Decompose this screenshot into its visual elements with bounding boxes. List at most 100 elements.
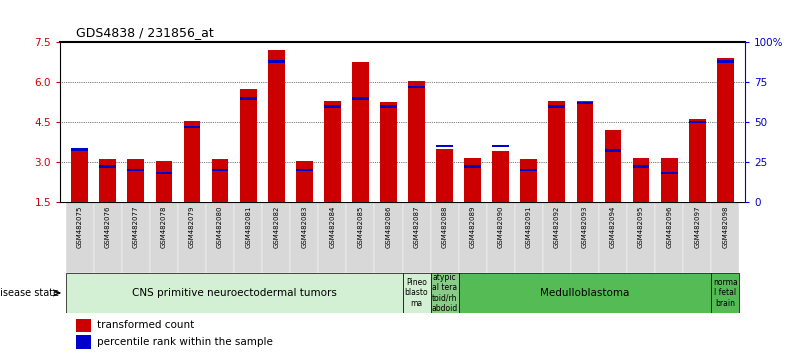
Bar <box>239 89 256 202</box>
Bar <box>661 172 678 175</box>
Bar <box>290 202 318 273</box>
Bar <box>599 202 627 273</box>
Bar <box>380 105 396 108</box>
Bar <box>459 273 711 313</box>
Bar <box>150 202 178 273</box>
Text: GSM482097: GSM482097 <box>694 205 700 248</box>
Text: GSM482079: GSM482079 <box>189 205 195 248</box>
Text: GSM482093: GSM482093 <box>582 205 588 248</box>
Bar <box>521 169 537 171</box>
Bar <box>515 202 543 273</box>
Bar <box>352 97 368 99</box>
Text: GSM482078: GSM482078 <box>161 205 167 248</box>
Text: transformed count: transformed count <box>97 320 194 330</box>
Text: GSM482077: GSM482077 <box>133 205 139 248</box>
Bar <box>318 202 346 273</box>
Bar <box>296 169 312 171</box>
Bar <box>633 158 650 202</box>
Bar <box>689 120 706 202</box>
Text: Pineo
blasto
ma: Pineo blasto ma <box>405 278 429 308</box>
Text: GSM482087: GSM482087 <box>413 205 420 248</box>
Text: GDS4838 / 231856_at: GDS4838 / 231856_at <box>76 26 214 39</box>
Text: GSM482096: GSM482096 <box>666 205 672 248</box>
Bar <box>352 62 368 202</box>
Bar <box>211 159 228 202</box>
Bar <box>155 161 172 202</box>
Text: Medulloblastoma: Medulloblastoma <box>540 288 630 298</box>
Bar <box>549 101 566 202</box>
Bar <box>296 161 312 202</box>
Bar <box>71 152 88 202</box>
Bar <box>717 60 734 63</box>
Bar <box>403 202 431 273</box>
Text: GSM482095: GSM482095 <box>638 205 644 248</box>
Text: GSM482083: GSM482083 <box>301 205 308 248</box>
Bar <box>711 202 739 273</box>
Bar <box>661 158 678 202</box>
Bar <box>76 335 91 349</box>
Bar <box>403 273 431 313</box>
Bar <box>183 126 200 128</box>
Bar <box>437 145 453 147</box>
Bar <box>543 202 571 273</box>
Text: GSM482090: GSM482090 <box>497 205 504 248</box>
Bar <box>234 202 262 273</box>
Bar <box>268 51 284 202</box>
Bar <box>409 81 425 202</box>
Bar <box>268 60 284 63</box>
Text: GSM482085: GSM482085 <box>357 205 364 248</box>
Bar <box>239 97 256 99</box>
Bar <box>549 105 566 108</box>
Bar <box>262 202 290 273</box>
Text: GSM482094: GSM482094 <box>610 205 616 248</box>
Bar <box>711 273 739 313</box>
Bar <box>577 102 594 104</box>
Bar <box>577 101 594 202</box>
Bar <box>431 273 459 313</box>
Bar <box>94 202 122 273</box>
Bar <box>655 202 683 273</box>
Bar <box>465 158 481 202</box>
Text: GSM482075: GSM482075 <box>77 205 83 248</box>
Bar <box>409 86 425 88</box>
Bar <box>346 202 374 273</box>
Bar <box>76 319 91 332</box>
Bar <box>178 202 206 273</box>
Bar <box>717 58 734 202</box>
Bar <box>437 149 453 202</box>
Text: GSM482086: GSM482086 <box>385 205 392 248</box>
Bar <box>324 105 340 108</box>
Bar <box>605 149 622 152</box>
Bar <box>571 202 599 273</box>
Bar <box>211 169 228 171</box>
Bar <box>99 165 116 168</box>
Bar <box>627 202 655 273</box>
Text: GSM482081: GSM482081 <box>245 205 252 248</box>
Text: GSM482089: GSM482089 <box>469 205 476 248</box>
Bar <box>324 101 340 202</box>
Bar <box>374 202 403 273</box>
Bar <box>66 273 402 313</box>
Bar <box>465 165 481 168</box>
Bar <box>99 159 116 202</box>
Bar <box>127 159 144 202</box>
Bar <box>122 202 150 273</box>
Text: GSM482080: GSM482080 <box>217 205 223 248</box>
Text: atypic
al tera
toid/rh
abdoid: atypic al tera toid/rh abdoid <box>432 273 457 313</box>
Text: disease state: disease state <box>0 288 59 298</box>
Bar <box>206 202 234 273</box>
Bar <box>683 202 711 273</box>
Text: GSM482076: GSM482076 <box>105 205 111 248</box>
Text: GSM482098: GSM482098 <box>723 205 728 248</box>
Bar <box>493 145 509 147</box>
Bar <box>431 202 459 273</box>
Text: percentile rank within the sample: percentile rank within the sample <box>97 337 273 347</box>
Bar <box>521 159 537 202</box>
Text: GSM482088: GSM482088 <box>441 205 448 248</box>
Text: GSM482084: GSM482084 <box>329 205 336 248</box>
Text: CNS primitive neuroectodermal tumors: CNS primitive neuroectodermal tumors <box>131 288 336 298</box>
Bar <box>633 165 650 168</box>
Bar <box>155 172 172 175</box>
Text: GSM482091: GSM482091 <box>525 205 532 248</box>
Bar <box>183 121 200 202</box>
